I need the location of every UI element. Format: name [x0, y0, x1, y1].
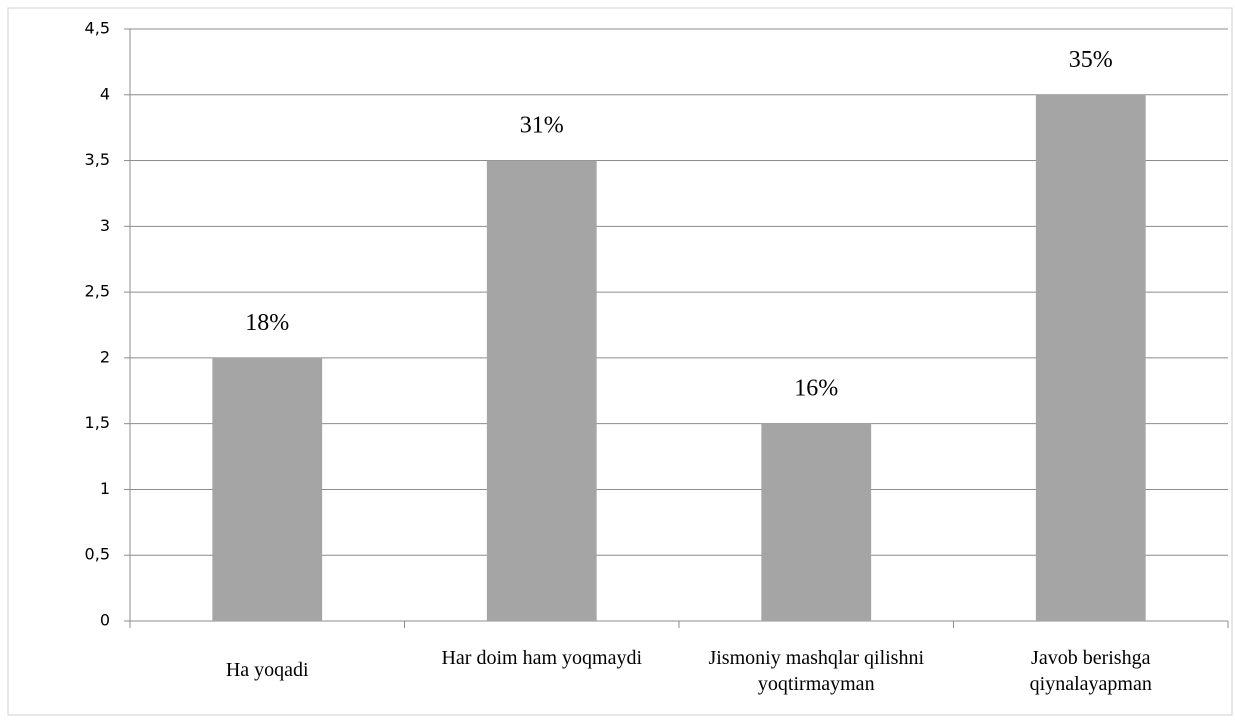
x-tick-label: Javob berishga qiynalayapman	[1029, 647, 1152, 695]
y-tick-label: 0	[100, 611, 110, 630]
chart-border	[7, 7, 1233, 716]
bar	[486, 160, 597, 622]
bar	[1035, 94, 1146, 622]
y-tick-label: 4,5	[85, 19, 110, 38]
y-tick-label: 2,5	[85, 282, 110, 301]
data-label: 35%	[1069, 47, 1113, 73]
y-tick-label: 0,5	[85, 545, 110, 564]
y-tick-label: 2	[100, 347, 110, 366]
x-tick-label: Har doim ham yoqmaydi	[441, 647, 643, 669]
data-label: 31%	[520, 113, 564, 139]
bar	[212, 357, 323, 621]
y-tick-label: 1,5	[85, 413, 110, 432]
x-tick-label: Jismoniy mashqlar qilishni yoqtirmayman	[708, 647, 925, 695]
x-tick-label: Ha yoqadi	[225, 659, 309, 681]
data-label: 18%	[245, 310, 289, 336]
data-label: 16%	[794, 376, 838, 402]
y-tick-label: 4	[100, 84, 110, 103]
y-tick-label: 1	[100, 479, 110, 498]
y-tick-label: 3,5	[85, 150, 110, 169]
y-tick-label: 3	[100, 216, 110, 235]
bar	[761, 423, 872, 621]
